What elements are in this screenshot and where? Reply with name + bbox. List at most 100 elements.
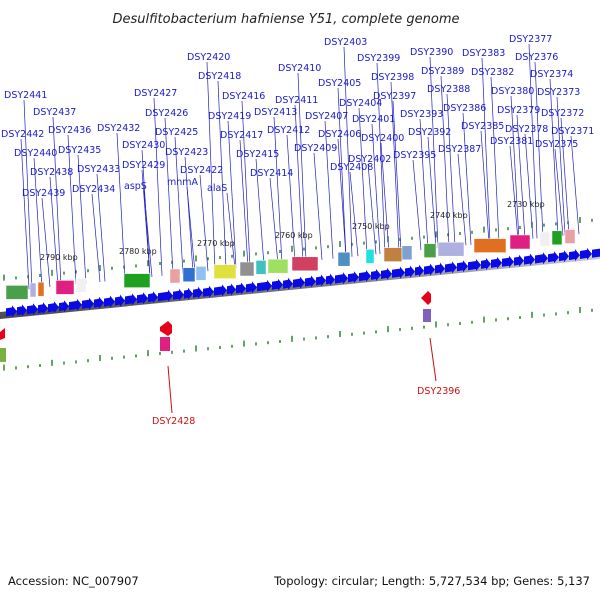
gene-label[interactable]: DSY2434 <box>72 184 115 195</box>
gene-label[interactable]: DSY2397 <box>373 91 416 102</box>
gene-label[interactable]: DSY2413 <box>254 107 297 118</box>
gene-label[interactable]: DSY2407 <box>305 111 348 122</box>
cog-box <box>291 256 319 272</box>
gene-label[interactable]: DSY2430 <box>122 140 165 151</box>
gene-label[interactable]: DSY2412 <box>267 125 310 136</box>
gene-label[interactable]: DSY2372 <box>541 108 584 119</box>
gene-label[interactable]: DSY2426 <box>145 108 188 119</box>
leader-line <box>286 134 296 263</box>
leader-line <box>367 163 377 255</box>
gene-label[interactable]: DSY2382 <box>471 67 514 78</box>
forward-gene-arrow <box>104 295 115 308</box>
gene-label[interactable]: DSY2404 <box>339 98 382 109</box>
forward-gene-arrow <box>580 247 592 260</box>
gene-label[interactable]: DSY2425 <box>155 127 198 138</box>
gene-label[interactable]: DSY2392 <box>408 127 451 138</box>
gene-label[interactable]: DSY2381 <box>490 136 533 147</box>
cog-box <box>383 247 403 262</box>
gene-label[interactable]: DSY2418 <box>198 71 241 82</box>
gene-label-reverse[interactable]: DSY2396 <box>417 386 460 397</box>
gene-label[interactable]: DSY2422 <box>180 165 223 176</box>
gene-label[interactable]: DSY2393 <box>400 109 443 120</box>
gene-label[interactable]: DSY2379 <box>497 105 540 116</box>
gene-label[interactable]: DSY2383 <box>462 48 505 59</box>
gene-label[interactable]: DSY2437 <box>33 107 76 118</box>
gene-label[interactable]: DSY2432 <box>97 123 140 134</box>
gene-label[interactable]: DSY2376 <box>515 52 558 63</box>
leader-line <box>534 61 544 238</box>
forward-gene-arrow <box>158 289 173 302</box>
gene-label[interactable]: DSY2401 <box>352 114 395 125</box>
gene-label[interactable]: DSY2442 <box>1 129 44 140</box>
leader-line <box>255 158 265 266</box>
forward-gene-arrow <box>17 304 27 317</box>
cog-box <box>267 258 289 274</box>
gene-label[interactable]: DSY2374 <box>530 69 573 80</box>
gene-label[interactable]: DSY2387 <box>438 144 481 155</box>
gene-label[interactable]: DSY2419 <box>208 111 251 122</box>
gene-label[interactable]: DSY2390 <box>410 47 453 58</box>
leader-line <box>390 81 400 253</box>
gene-label[interactable]: DSY2423 <box>165 147 208 158</box>
gene-label[interactable]: DSY2441 <box>4 90 47 101</box>
cog-box <box>564 229 576 244</box>
gene-label[interactable]: DSY2427 <box>134 88 177 99</box>
gene-label[interactable]: DSY2377 <box>509 34 552 45</box>
gene-label[interactable]: DSY2417 <box>220 130 263 141</box>
forward-gene-arrow <box>392 266 405 279</box>
gene-label[interactable]: DSY2388 <box>427 84 470 95</box>
gene-label[interactable]: DSY2385 <box>461 121 504 132</box>
gene-label[interactable]: DSY2380 <box>491 86 534 97</box>
leader-line <box>412 159 422 250</box>
gene-label[interactable]: DSY2395 <box>393 150 436 161</box>
gene-label[interactable]: DSY2435 <box>58 145 101 156</box>
gene-label[interactable]: DSY2438 <box>30 167 73 178</box>
gene-label[interactable]: DSY2416 <box>222 91 265 102</box>
gene-label[interactable]: mnmA <box>167 177 199 188</box>
gene-label[interactable]: DSY2402 <box>348 154 391 165</box>
gene-label[interactable]: DSY2420 <box>187 52 230 63</box>
forward-gene-arrow <box>125 293 137 306</box>
accession-label: Accession: NC_007907 <box>8 574 139 588</box>
forward-gene-arrow <box>559 250 569 263</box>
gene-label[interactable]: DSY2440 <box>14 148 57 159</box>
label-leaders <box>20 43 580 290</box>
gene-label[interactable]: DSY2410 <box>278 63 321 74</box>
gene-label[interactable]: DSY2378 <box>505 124 548 135</box>
leader-line <box>509 145 519 241</box>
gene-label[interactable]: DSY2429 <box>122 160 165 171</box>
gene-label[interactable]: DSY2400 <box>361 133 404 144</box>
gene-label[interactable]: DSY2433 <box>77 164 120 175</box>
gene-label[interactable]: DSY2398 <box>371 72 414 83</box>
gene-label[interactable]: DSY2375 <box>535 139 578 150</box>
gene-label[interactable]: DSY2436 <box>48 125 91 136</box>
gene-label[interactable]: DSY2399 <box>357 53 400 64</box>
kbp-tick-labels: 2790 kbp 2780 kbp 2770 kbp 2760 kbp 2750… <box>40 200 545 262</box>
gene-label[interactable]: DSY2405 <box>318 78 361 89</box>
leader-line <box>371 123 381 255</box>
gene-label[interactable]: DSY2403 <box>324 37 367 48</box>
gene-label[interactable]: aspS <box>124 181 147 192</box>
cog-box <box>37 281 45 297</box>
gene-label[interactable]: DSY2386 <box>443 103 486 114</box>
forward-gene-arrow <box>457 260 468 273</box>
leader-line <box>337 87 347 258</box>
gene-label[interactable]: DSY2409 <box>294 143 337 154</box>
gene-label-reverse[interactable]: DSY2428 <box>152 416 195 427</box>
gene-label[interactable]: DSY2415 <box>236 149 279 160</box>
leader-line <box>324 120 334 259</box>
leader-line <box>429 337 437 382</box>
gene-label[interactable]: DSY2411 <box>275 95 318 106</box>
gene-label[interactable]: alaS <box>207 183 227 194</box>
gene-label[interactable]: DSY2408 <box>330 162 373 173</box>
forward-gene-arrow <box>184 287 193 300</box>
leader-line <box>116 132 126 280</box>
gene-label[interactable]: DSY2389 <box>421 66 464 77</box>
gene-label[interactable]: DSY2414 <box>250 168 293 179</box>
gene-label[interactable]: DSY2439 <box>22 188 65 199</box>
gene-label[interactable]: DSY2406 <box>318 129 361 140</box>
gene-label[interactable]: DSY2371 <box>551 126 594 137</box>
gene-label[interactable]: DSY2373 <box>537 87 580 98</box>
cog-color-boxes <box>5 229 576 300</box>
